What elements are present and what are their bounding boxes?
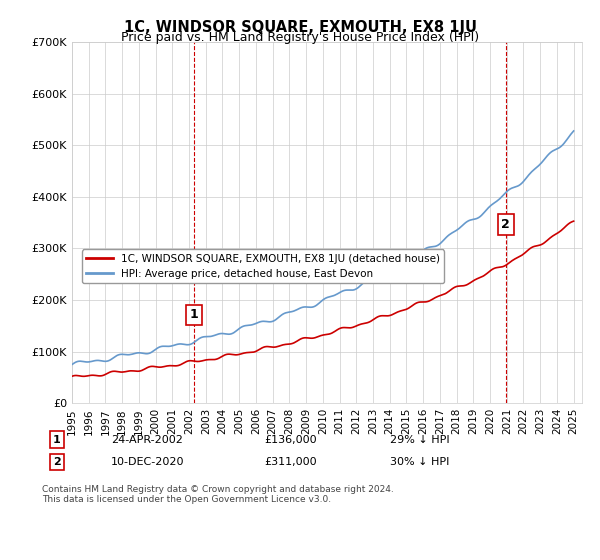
Text: This data is licensed under the Open Government Licence v3.0.: This data is licensed under the Open Gov… xyxy=(42,495,331,504)
Legend: 1C, WINDSOR SQUARE, EXMOUTH, EX8 1JU (detached house), HPI: Average price, detac: 1C, WINDSOR SQUARE, EXMOUTH, EX8 1JU (de… xyxy=(82,250,444,283)
Text: £136,000: £136,000 xyxy=(264,435,317,445)
Text: 2: 2 xyxy=(53,457,61,467)
Text: Price paid vs. HM Land Registry's House Price Index (HPI): Price paid vs. HM Land Registry's House … xyxy=(121,31,479,44)
Text: 24-APR-2002: 24-APR-2002 xyxy=(111,435,183,445)
Text: Contains HM Land Registry data © Crown copyright and database right 2024.: Contains HM Land Registry data © Crown c… xyxy=(42,486,394,494)
Text: 10-DEC-2020: 10-DEC-2020 xyxy=(111,457,185,467)
Text: 29% ↓ HPI: 29% ↓ HPI xyxy=(390,435,449,445)
Text: 2: 2 xyxy=(502,218,510,231)
Text: 30% ↓ HPI: 30% ↓ HPI xyxy=(390,457,449,467)
Text: 1: 1 xyxy=(190,309,199,321)
Text: £311,000: £311,000 xyxy=(264,457,317,467)
Text: 1C, WINDSOR SQUARE, EXMOUTH, EX8 1JU: 1C, WINDSOR SQUARE, EXMOUTH, EX8 1JU xyxy=(124,20,476,35)
Text: 1: 1 xyxy=(53,435,61,445)
